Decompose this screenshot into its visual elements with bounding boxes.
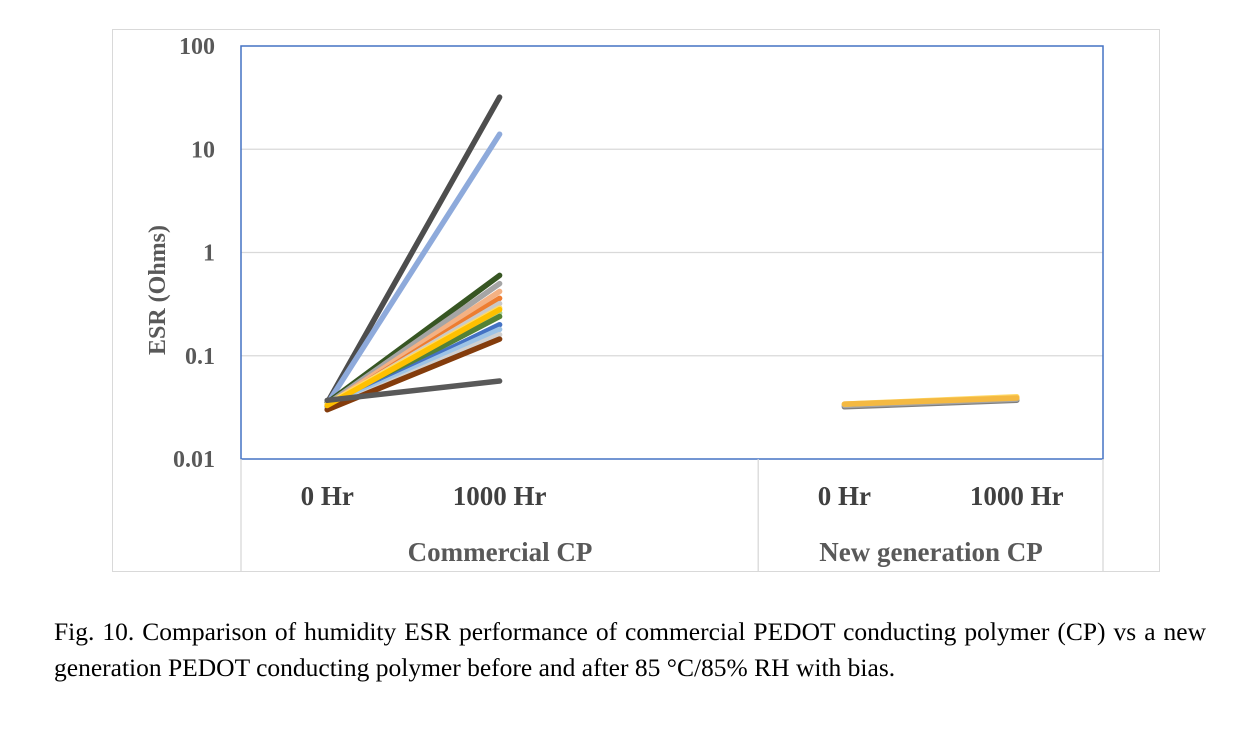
chart-frame: [112, 29, 1160, 572]
x-category-label: 0 Hr: [301, 481, 354, 511]
y-tick-label: 0.01: [173, 447, 215, 473]
series-line: [324, 378, 503, 404]
gridlines: [241, 148, 1103, 357]
x-group-label: Commercial CP: [408, 537, 593, 567]
series-line: [324, 131, 503, 407]
y-tick-label: 10: [191, 137, 215, 163]
series-line: [841, 395, 1020, 407]
x-category-label: 0 Hr: [818, 481, 871, 511]
y-tick-label: 0.1: [185, 344, 215, 370]
series-line: [324, 306, 503, 409]
y-tick-label: 1: [203, 241, 215, 267]
y-axis-title: ESR (Ohms): [145, 225, 171, 355]
x-category-label: 1000 Hr: [970, 481, 1064, 511]
x-category-label: 1000 Hr: [453, 481, 547, 511]
x-group-label: New generation CP: [819, 537, 1042, 567]
figure-caption: Fig. 10. Comparison of humidity ESR perf…: [54, 617, 1206, 682]
series-line: [324, 94, 503, 406]
y-tick-label: 100: [179, 34, 215, 60]
plot-area-border: [240, 45, 1104, 460]
series-lines: [324, 94, 1020, 413]
